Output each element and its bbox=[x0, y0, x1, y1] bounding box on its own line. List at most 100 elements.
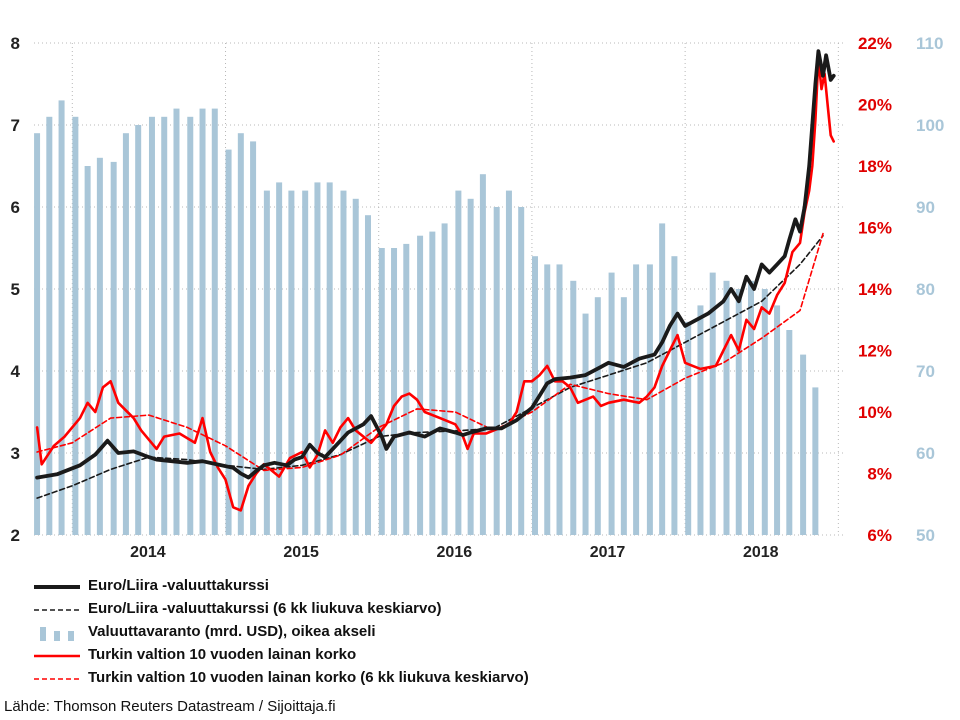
legend-swatch-rate-avg bbox=[34, 678, 80, 680]
reserve-bar bbox=[723, 280, 730, 535]
reserve-bar bbox=[84, 166, 91, 535]
legend-label: Euro/Liira -valuuttakurssi (6 kk liukuva… bbox=[88, 600, 442, 617]
source-note: Lähde: Thomson Reuters Datastream / Sijo… bbox=[4, 698, 336, 715]
reserve-bar bbox=[72, 116, 79, 536]
reserve-bar bbox=[800, 354, 807, 535]
reserve-bar bbox=[531, 256, 538, 535]
reserve-bar bbox=[646, 264, 653, 535]
reserve-bar bbox=[493, 207, 500, 535]
reserve-bar bbox=[148, 116, 155, 536]
y-tick-label-left: 8 bbox=[11, 34, 20, 53]
y-tick-label-rate: 22% bbox=[858, 34, 892, 53]
y-tick-label-rate: 14% bbox=[858, 280, 892, 299]
series-line-eurlira bbox=[35, 49, 836, 480]
x-tick-label: 2016 bbox=[437, 544, 473, 561]
legend-swatch-eurlira-avg bbox=[34, 609, 80, 611]
legend-label: Euro/Liira -valuuttakurssi bbox=[88, 577, 269, 594]
reserve-bar bbox=[582, 313, 589, 535]
reserve-bar bbox=[340, 190, 347, 535]
legend-swatch-reserves bbox=[40, 627, 74, 641]
y-tick-label-rate: 8% bbox=[867, 465, 892, 484]
reserve-bar bbox=[518, 207, 525, 535]
x-tick-label: 2015 bbox=[283, 544, 319, 561]
y-tick-label-reserves: 110 bbox=[916, 34, 943, 53]
reserve-bar bbox=[276, 182, 283, 535]
reserve-bar bbox=[774, 305, 781, 535]
reserve-bar bbox=[659, 223, 666, 535]
reserve-bar bbox=[352, 198, 359, 536]
reserve-bar bbox=[479, 174, 486, 535]
y-tick-label-left: 5 bbox=[11, 280, 20, 299]
reserve-bar bbox=[633, 264, 640, 535]
reserve-bar bbox=[786, 330, 793, 535]
reserve-bar bbox=[429, 231, 436, 535]
reserve-bar bbox=[46, 116, 53, 536]
series-line-rate-avg bbox=[36, 232, 824, 472]
reserve-bar bbox=[263, 190, 270, 535]
reserve-bar bbox=[620, 297, 627, 535]
reserve-bar bbox=[735, 289, 742, 535]
reserve-bar bbox=[748, 280, 755, 535]
legend-swatch-eurlira bbox=[34, 585, 80, 589]
y-tick-label-reserves: 60 bbox=[916, 444, 935, 463]
reserve-bar bbox=[96, 157, 103, 536]
reserve-bar bbox=[211, 108, 218, 535]
reserve-bar bbox=[110, 161, 117, 535]
reserve-bar bbox=[250, 141, 257, 535]
reserve-bar bbox=[467, 198, 474, 536]
y-tick-label-left: 4 bbox=[11, 362, 21, 381]
y-tick-label-reserves: 100 bbox=[916, 116, 944, 135]
reserve-bar bbox=[403, 243, 410, 535]
reserve-bar bbox=[122, 133, 129, 535]
reserve-bar bbox=[455, 190, 462, 535]
reserve-bar bbox=[556, 264, 563, 535]
y-tick-label-rate: 16% bbox=[858, 219, 892, 238]
y-tick-label-reserves: 80 bbox=[916, 280, 935, 299]
x-tick-label: 2017 bbox=[590, 544, 626, 561]
series-lines bbox=[35, 49, 836, 512]
reserve-bar bbox=[135, 125, 142, 535]
x-tick-label: 2014 bbox=[130, 544, 166, 561]
grid bbox=[34, 42, 844, 536]
reserve-bar bbox=[594, 297, 601, 535]
reserve-bar bbox=[288, 190, 295, 535]
y-tick-label-left: 2 bbox=[11, 526, 20, 545]
reserve-bar bbox=[34, 133, 41, 535]
reserve-bar bbox=[364, 215, 371, 535]
reserve-bars bbox=[34, 100, 819, 536]
y-tick-label-left: 7 bbox=[11, 116, 20, 135]
reserve-bar bbox=[417, 235, 424, 535]
reserve-bar bbox=[570, 280, 577, 535]
reserve-bar bbox=[326, 182, 333, 535]
reserve-bar bbox=[58, 100, 65, 536]
reserve-bar bbox=[671, 256, 678, 535]
reserve-bar bbox=[685, 321, 692, 535]
reserve-bar bbox=[161, 116, 168, 536]
reserve-bar bbox=[199, 108, 206, 535]
reserve-bar bbox=[441, 223, 448, 535]
y-tick-label-rate: 20% bbox=[858, 96, 892, 115]
reserve-bar bbox=[314, 182, 321, 535]
legend-label: Turkin valtion 10 vuoden lainan korko bbox=[88, 646, 357, 663]
y-tick-label-rate: 6% bbox=[867, 526, 892, 545]
y-tick-label-left: 3 bbox=[11, 444, 20, 463]
y-tick-label-rate: 18% bbox=[858, 157, 892, 176]
x-tick-label: 2018 bbox=[743, 544, 779, 561]
reserve-bar bbox=[378, 248, 385, 535]
reserve-bar bbox=[709, 272, 716, 535]
y-tick-label-reserves: 70 bbox=[916, 362, 935, 381]
reserve-bar bbox=[505, 190, 512, 535]
reserve-bar bbox=[391, 248, 398, 535]
legend-label: Valuuttavaranto (mrd. USD), oikea akseli bbox=[88, 623, 376, 640]
reserve-bar bbox=[173, 108, 180, 535]
reserve-bar bbox=[302, 190, 309, 535]
chart: 2 3 4 5 6 7 8 6% 8% 10% 12% 14% 16% 18% 20% 22% 50 60 70 80… bbox=[11, 34, 945, 561]
y-tick-label-reserves: 90 bbox=[916, 198, 935, 217]
y-tick-label-left: 6 bbox=[11, 198, 20, 217]
reserve-bar bbox=[237, 133, 244, 535]
legend-label: Turkin valtion 10 vuoden lainan korko (6… bbox=[88, 669, 529, 686]
reserve-bar bbox=[187, 116, 194, 536]
axis-ticks: 2 3 4 5 6 7 8 6% 8% 10% 12% 14% 16% 18% 20% 22% 50 60 70 80… bbox=[11, 34, 945, 561]
y-tick-label-rate: 12% bbox=[858, 342, 892, 361]
reserve-bar bbox=[761, 289, 768, 535]
